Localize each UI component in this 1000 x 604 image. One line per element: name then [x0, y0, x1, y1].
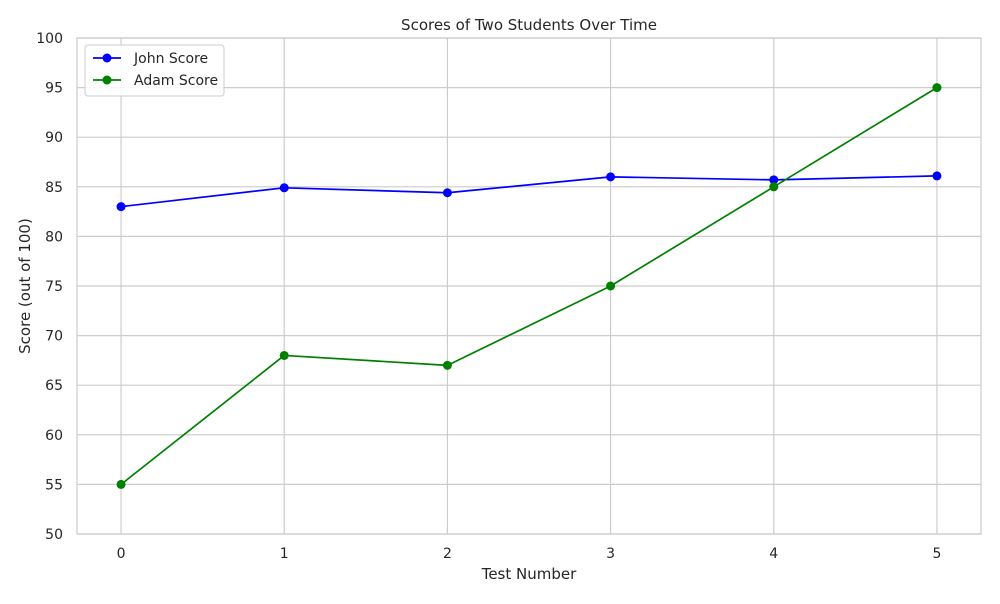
grid — [77, 37, 981, 535]
series-layer — [116, 83, 942, 489]
data-point — [606, 281, 616, 291]
y-tick-label: 60 — [45, 428, 63, 444]
data-point — [279, 350, 289, 360]
x-tick-label: 0 — [117, 546, 126, 562]
x-tick-label: 1 — [280, 546, 289, 562]
series-1 — [116, 83, 942, 489]
y-tick-label: 90 — [45, 130, 63, 146]
series-line — [120, 175, 937, 208]
x-tick-label: 3 — [606, 546, 615, 562]
x-tick-label: 5 — [932, 546, 941, 562]
x-tick-label: 4 — [769, 546, 778, 562]
legend: John Score Adam Score — [84, 44, 225, 97]
series-0 — [116, 171, 942, 212]
legend-label-adam: Adam Score — [134, 73, 218, 89]
legend-marker-john — [102, 53, 112, 63]
y-tick-label: 75 — [45, 279, 63, 295]
y-tick-label: 50 — [45, 527, 63, 543]
y-tick-label: 65 — [45, 378, 63, 394]
data-point — [442, 188, 452, 198]
x-tick-label: 2 — [443, 546, 452, 562]
y-axis-label: Score (out of 100) — [16, 218, 34, 354]
y-tick-label: 85 — [45, 180, 63, 196]
legend-marker-adam — [102, 75, 112, 85]
series-line — [120, 86, 938, 486]
y-tick-label: 80 — [45, 229, 63, 245]
data-point — [116, 202, 126, 212]
data-point — [442, 360, 452, 370]
data-point — [932, 83, 942, 93]
data-point — [769, 182, 779, 192]
y-tick-label: 55 — [45, 477, 63, 493]
y-tick-label: 95 — [45, 81, 63, 97]
data-point — [932, 171, 942, 181]
y-tick-label: 100 — [36, 31, 63, 47]
data-point — [769, 175, 779, 185]
data-point — [606, 172, 616, 182]
legend-label-john: John Score — [133, 51, 208, 67]
data-point — [279, 183, 289, 193]
chart-title: Scores of Two Students Over Time — [401, 16, 657, 34]
data-point — [116, 479, 126, 489]
y-tick-label: 70 — [45, 329, 63, 345]
plot-frame — [76, 37, 982, 535]
x-axis-label: Test Number — [481, 565, 577, 583]
